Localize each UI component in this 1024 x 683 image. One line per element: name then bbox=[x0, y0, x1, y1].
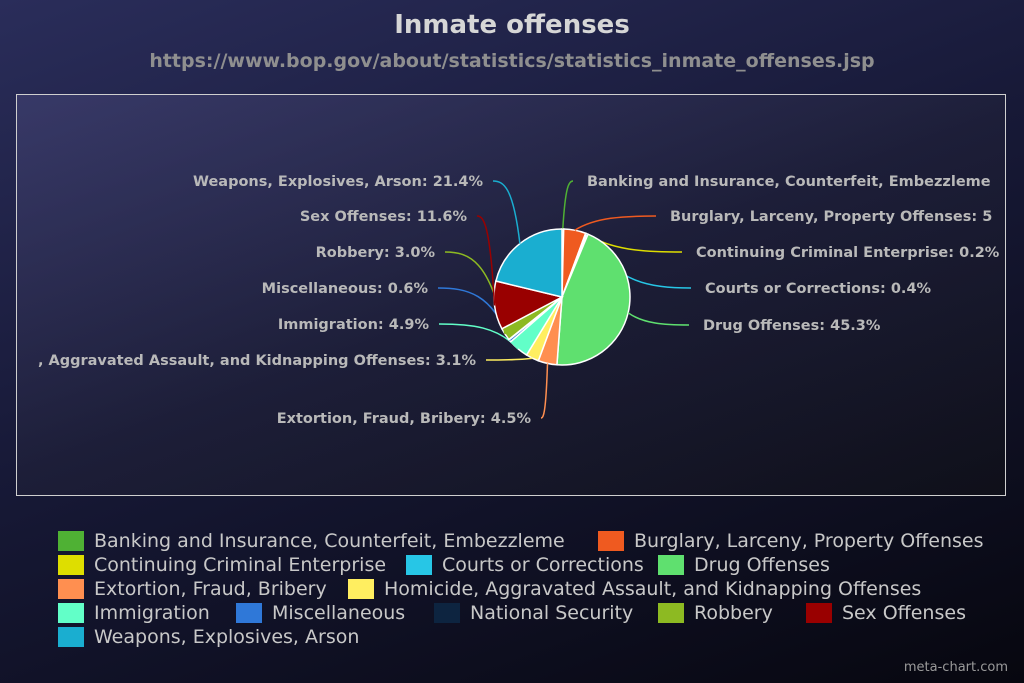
slice-label: Extortion, Fraud, Bribery: 4.5% bbox=[277, 411, 532, 427]
leader-line bbox=[492, 180, 521, 244]
legend-label: Continuing Criminal Enterprise bbox=[94, 554, 387, 576]
legend-swatch bbox=[58, 603, 84, 623]
footer-credit: meta-chart.com bbox=[903, 660, 1008, 675]
legend-item: Continuing Criminal Enterprise bbox=[58, 554, 386, 576]
legend-item: Robbery bbox=[658, 602, 773, 624]
legend-item: Sex Offenses bbox=[806, 602, 966, 624]
legend-swatch bbox=[658, 555, 684, 575]
slice-label: Sex Offenses: 11.6% bbox=[300, 209, 468, 225]
legend-label: Miscellaneous bbox=[272, 602, 406, 624]
chart-title: Inmate offenses bbox=[394, 10, 630, 40]
leader-line bbox=[540, 363, 549, 419]
leader-line bbox=[627, 312, 690, 326]
legend-item: Burglary, Larceny, Property Offenses bbox=[598, 530, 984, 552]
legend-swatch bbox=[348, 579, 374, 599]
legend-item: Miscellaneous bbox=[236, 602, 405, 624]
legend-label: National Security bbox=[470, 602, 634, 624]
legend-item: Drug Offenses bbox=[658, 554, 830, 576]
legend-swatch bbox=[434, 603, 460, 623]
slice-label: Robbery: 3.0% bbox=[316, 245, 436, 261]
legend-swatch bbox=[58, 555, 84, 575]
slice-label: Continuing Criminal Enterprise: 0.2% bbox=[696, 245, 1000, 261]
pie-slice bbox=[556, 233, 631, 366]
legend-label: Homicide, Aggravated Assault, and Kidnap… bbox=[384, 578, 922, 600]
slice-label: Courts or Corrections: 0.4% bbox=[705, 281, 932, 297]
slice-label: , Aggravated Assault, and Kidnapping Off… bbox=[38, 353, 477, 369]
slice-label: Weapons, Explosives, Arson: 21.4% bbox=[193, 174, 484, 190]
legend-label: Burglary, Larceny, Property Offenses bbox=[634, 530, 984, 552]
leader-line bbox=[438, 323, 519, 350]
legend-item: Courts or Corrections bbox=[406, 554, 644, 576]
legend-swatch bbox=[58, 531, 84, 551]
legend-item: Immigration bbox=[58, 602, 210, 624]
leader-line bbox=[476, 215, 496, 306]
chart-subtitle: https://www.bop.gov/about/statistics/sta… bbox=[149, 50, 875, 72]
legend-item: Banking and Insurance, Counterfeit, Embe… bbox=[58, 530, 565, 552]
legend-swatch bbox=[58, 579, 84, 599]
legend-label: Robbery bbox=[694, 602, 773, 624]
legend-swatch bbox=[406, 555, 432, 575]
slice-label: Miscellaneous: 0.6% bbox=[262, 281, 429, 297]
legend-swatch bbox=[806, 603, 832, 623]
leader-line bbox=[485, 357, 533, 361]
slice-label: Immigration: 4.9% bbox=[278, 317, 430, 333]
leader-line bbox=[574, 215, 657, 231]
legend-item: Weapons, Explosives, Arson bbox=[58, 626, 359, 648]
legend-swatch bbox=[598, 531, 624, 551]
legend-label: Weapons, Explosives, Arson bbox=[94, 626, 360, 648]
slice-label: Banking and Insurance, Counterfeit, Embe… bbox=[587, 174, 991, 190]
legend-label: Drug Offenses bbox=[694, 554, 830, 576]
legend-item: National Security bbox=[434, 602, 633, 624]
slice-label: Burglary, Larceny, Property Offenses: 5 bbox=[670, 209, 992, 225]
legend-label: Immigration bbox=[94, 602, 210, 624]
legend-swatch bbox=[658, 603, 684, 623]
legend-label: Banking and Insurance, Counterfeit, Embe… bbox=[94, 530, 565, 552]
legend-item: Homicide, Aggravated Assault, and Kidnap… bbox=[348, 578, 921, 600]
legend-item: Extortion, Fraud, Bribery bbox=[58, 578, 327, 600]
legend-label: Courts or Corrections bbox=[442, 554, 644, 576]
legend-swatch bbox=[58, 627, 84, 647]
slice-label: Drug Offenses: 45.3% bbox=[703, 318, 881, 334]
leader-line bbox=[562, 180, 574, 230]
legend-label: Extortion, Fraud, Bribery bbox=[94, 578, 327, 600]
legend-swatch bbox=[236, 603, 262, 623]
legend-label: Sex Offenses bbox=[842, 602, 966, 624]
